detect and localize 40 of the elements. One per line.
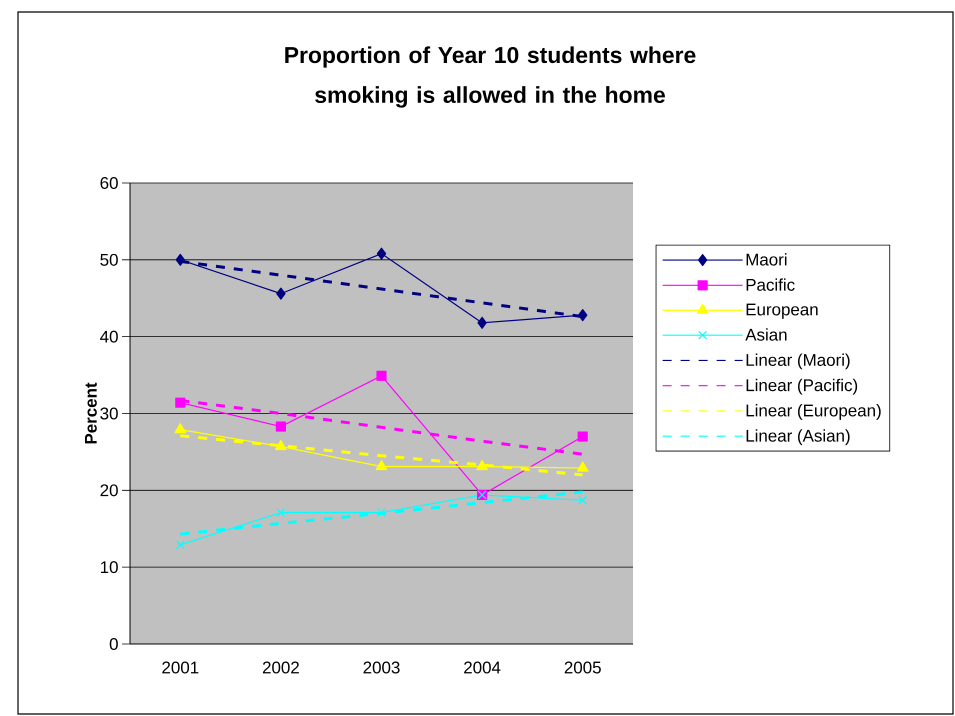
y-tick-label: 10 (100, 561, 118, 574)
point (276, 288, 286, 300)
point (477, 316, 487, 329)
legend-label: Pacific (746, 278, 795, 291)
point (576, 461, 588, 472)
point (476, 460, 488, 470)
point (578, 309, 588, 322)
x-tick-label: 2003 (364, 662, 400, 674)
x-tick-label: 2002 (262, 662, 299, 674)
point (578, 496, 588, 505)
y-tick-label: 40 (100, 330, 118, 343)
x-tick-label: 2004 (464, 662, 500, 674)
x-tick-label: 2001 (162, 662, 198, 674)
point (275, 440, 287, 450)
point (175, 398, 186, 408)
legend-label: Linear (Pacific) (746, 378, 858, 395)
legend-label: Asian (745, 328, 786, 341)
point (276, 421, 286, 432)
point (377, 508, 386, 518)
x-tick-label: 2005 (564, 662, 601, 674)
y-axis-title: Percent (84, 382, 97, 444)
y-tick-label: 60 (100, 176, 118, 189)
legend-label: Maori (746, 253, 786, 266)
legend-label: Linear (European) (746, 404, 881, 420)
chart-title: Proportion of Year 10 students where smoking is allowed in the home (285, 46, 696, 108)
legend-label: European (746, 304, 818, 319)
legend-label: Linear (Asian) (746, 429, 850, 446)
legend-label: Linear (Maori) (746, 354, 850, 370)
point (176, 540, 185, 550)
y-tick-label: 0 (110, 638, 118, 650)
y-tick-label: 30 (100, 407, 118, 420)
point (376, 248, 386, 260)
y-tick-label: 50 (100, 254, 118, 266)
point (578, 431, 588, 442)
point (376, 460, 388, 470)
y-tick-label: 20 (100, 484, 118, 496)
point (276, 508, 286, 518)
point (174, 423, 186, 434)
point (176, 254, 186, 266)
point (376, 370, 387, 381)
